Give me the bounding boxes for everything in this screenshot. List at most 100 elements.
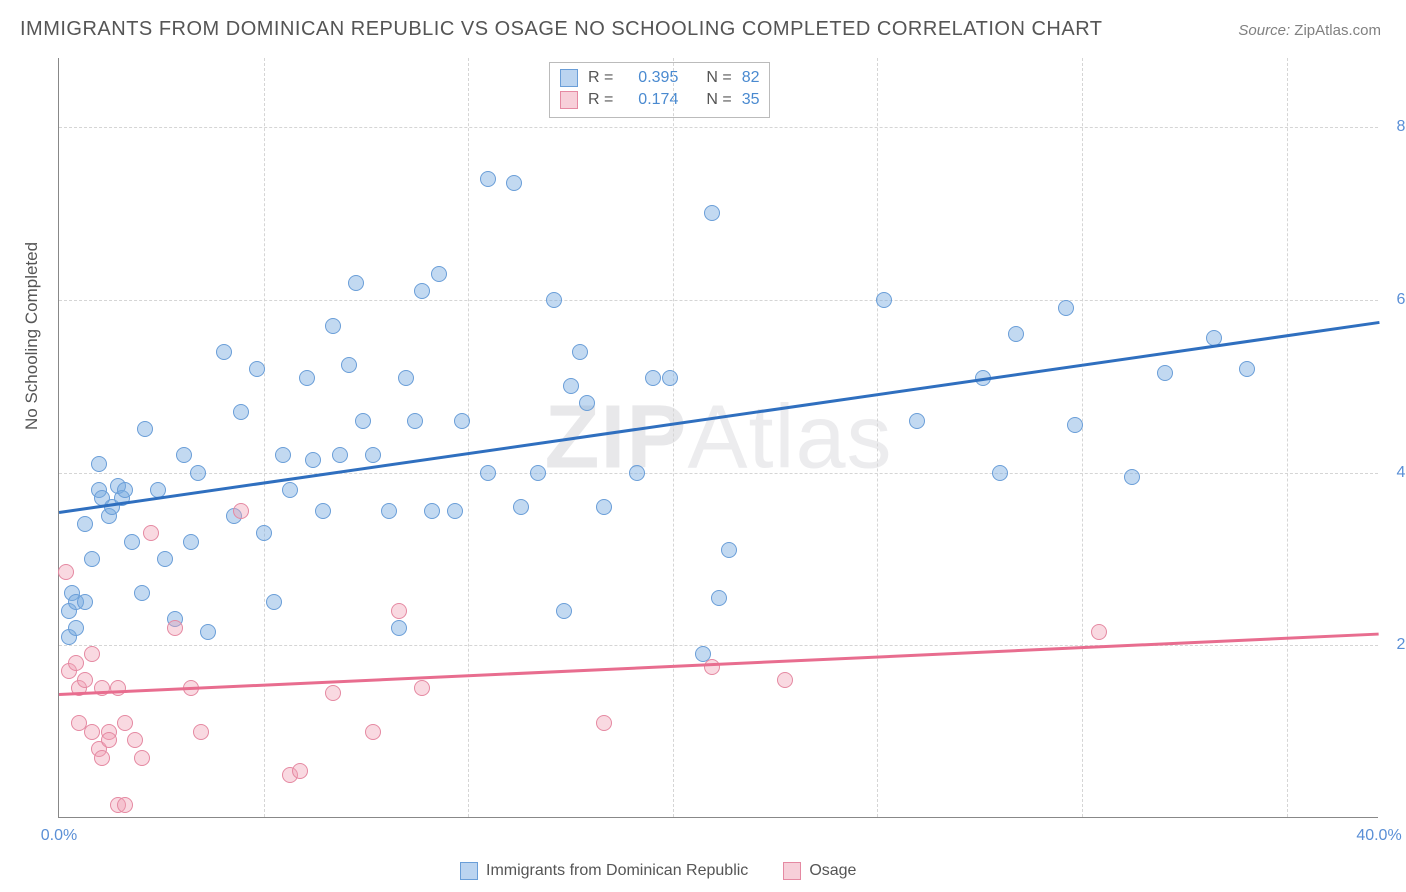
x-tick-label: 40.0% — [1356, 827, 1401, 845]
data-point — [391, 603, 407, 619]
grid-line-v — [673, 58, 674, 817]
data-point — [704, 205, 720, 221]
n-label: N = — [706, 69, 731, 87]
data-point — [711, 590, 727, 606]
data-point — [127, 732, 143, 748]
data-point — [629, 465, 645, 481]
source-label: Source: — [1238, 22, 1290, 39]
data-point — [546, 292, 562, 308]
data-point — [365, 447, 381, 463]
y-tick-label: 2.0% — [1397, 636, 1406, 654]
data-point — [68, 620, 84, 636]
data-point — [266, 594, 282, 610]
data-point — [176, 447, 192, 463]
data-point — [530, 465, 546, 481]
data-point — [414, 680, 430, 696]
x-tick-label: 0.0% — [41, 827, 77, 845]
legend-label: Osage — [809, 862, 856, 880]
data-point — [315, 503, 331, 519]
r-value: 0.174 — [623, 91, 678, 109]
stats-row-series-0: R = 0.395 N = 82 — [560, 67, 759, 89]
data-point — [94, 680, 110, 696]
data-point — [876, 292, 892, 308]
data-point — [454, 413, 470, 429]
trend-line — [59, 321, 1379, 513]
data-point — [1008, 326, 1024, 342]
data-point — [58, 564, 74, 580]
y-axis-title: No Schooling Completed — [22, 242, 42, 430]
data-point — [506, 175, 522, 191]
r-label: R = — [588, 91, 613, 109]
data-point — [480, 465, 496, 481]
data-point — [704, 659, 720, 675]
grid-line-h — [59, 645, 1378, 646]
data-point — [190, 465, 206, 481]
data-point — [305, 452, 321, 468]
data-point — [513, 499, 529, 515]
data-point — [447, 503, 463, 519]
y-tick-label: 6.0% — [1397, 291, 1406, 309]
data-point — [407, 413, 423, 429]
stats-legend-box: R = 0.395 N = 82 R = 0.174 N = 35 — [549, 62, 770, 118]
data-point — [117, 715, 133, 731]
grid-line-v — [1287, 58, 1288, 817]
data-point — [414, 283, 430, 299]
data-point — [256, 525, 272, 541]
data-point — [143, 525, 159, 541]
data-point — [292, 763, 308, 779]
data-point — [391, 620, 407, 636]
data-point — [77, 516, 93, 532]
data-point — [117, 797, 133, 813]
data-point — [167, 620, 183, 636]
data-point — [1124, 469, 1140, 485]
data-point — [325, 318, 341, 334]
data-point — [662, 370, 678, 386]
data-point — [91, 456, 107, 472]
y-tick-label: 8.0% — [1397, 118, 1406, 136]
data-point — [124, 534, 140, 550]
data-point — [94, 750, 110, 766]
data-point — [1239, 361, 1255, 377]
data-point — [645, 370, 661, 386]
series-legend: Immigrants from Dominican Republic Osage — [460, 862, 856, 880]
data-point — [275, 447, 291, 463]
data-point — [77, 594, 93, 610]
data-point — [134, 585, 150, 601]
data-point — [1091, 624, 1107, 640]
data-point — [216, 344, 232, 360]
legend-label: Immigrants from Dominican Republic — [486, 862, 748, 880]
data-point — [84, 551, 100, 567]
n-value: 35 — [742, 91, 760, 109]
data-point — [596, 715, 612, 731]
data-point — [249, 361, 265, 377]
n-label: N = — [706, 91, 731, 109]
data-point — [77, 672, 93, 688]
stats-row-series-1: R = 0.174 N = 35 — [560, 89, 759, 111]
data-point — [721, 542, 737, 558]
data-point — [992, 465, 1008, 481]
grid-line-h — [59, 300, 1378, 301]
data-point — [1067, 417, 1083, 433]
data-point — [183, 534, 199, 550]
grid-line-h — [59, 127, 1378, 128]
data-point — [398, 370, 414, 386]
source-value: ZipAtlas.com — [1294, 22, 1381, 39]
data-point — [1058, 300, 1074, 316]
n-value: 82 — [742, 69, 760, 87]
legend-item-0: Immigrants from Dominican Republic — [460, 862, 748, 880]
data-point — [110, 680, 126, 696]
data-point — [596, 499, 612, 515]
data-point — [777, 672, 793, 688]
data-point — [341, 357, 357, 373]
data-point — [117, 482, 133, 498]
grid-line-v — [264, 58, 265, 817]
data-point — [348, 275, 364, 291]
data-point — [101, 732, 117, 748]
swatch-icon — [783, 862, 801, 880]
legend-item-1: Osage — [783, 862, 856, 880]
data-point — [193, 724, 209, 740]
data-point — [68, 655, 84, 671]
grid-line-v — [1082, 58, 1083, 817]
swatch-icon — [560, 69, 578, 87]
data-point — [84, 646, 100, 662]
